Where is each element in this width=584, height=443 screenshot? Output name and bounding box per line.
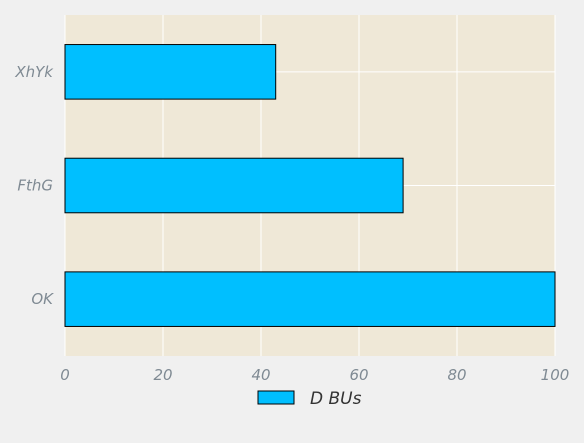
legend-label: D BUs: [310, 389, 362, 409]
legend-swatch: [257, 390, 295, 405]
bar-fthg: [64, 157, 404, 214]
x-tick-label: 20: [153, 366, 172, 384]
x-tick-label: 80: [447, 366, 466, 384]
y-tick-labels: OK FthG XhYk: [14, 63, 54, 308]
x-tick-label: 60: [349, 366, 368, 384]
x-tick-label: 100: [541, 366, 570, 384]
legend: D BUs: [257, 389, 362, 409]
y-tick-label: FthG: [17, 177, 53, 195]
y-tick-label: XhYk: [14, 63, 54, 81]
x-tick-label: 0: [60, 366, 70, 384]
x-tick-labels: 0 20 40 60 80 100: [60, 366, 569, 384]
bar-ok: [64, 271, 556, 327]
bar-xhyk: [64, 44, 277, 100]
y-tick-label: OK: [31, 290, 54, 308]
bars: [64, 44, 556, 327]
x-tick-label: 40: [251, 366, 270, 384]
